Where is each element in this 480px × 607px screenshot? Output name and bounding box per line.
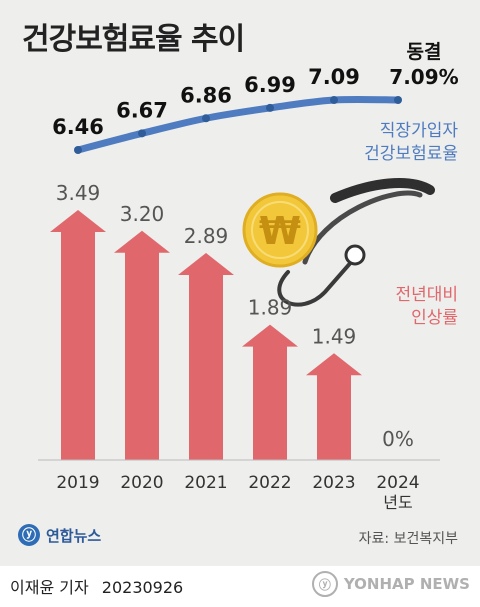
- yonhap-logo: ⓨ 연합뉴스: [18, 524, 101, 546]
- x-tick-label: 2022: [248, 473, 291, 493]
- rate-point-2020: [138, 129, 146, 138]
- yonhap-logo-icon: ⓨ: [18, 524, 40, 546]
- rate-point-2019: [74, 146, 82, 154]
- rate-point-2024: [394, 96, 402, 104]
- watermark-text: YONHAP NEWS: [343, 575, 470, 593]
- won-coin-icon: [242, 192, 318, 268]
- illustration: ₩: [242, 178, 435, 307]
- rate-value-label: 6.86: [180, 83, 232, 107]
- watermark: ⓨ YONHAP NEWS: [311, 571, 470, 597]
- bar-value-label: 1.89: [248, 296, 293, 320]
- stethoscope-tube: [277, 250, 362, 307]
- rate-legend-line-2: 건강보험료율: [364, 144, 458, 164]
- bar-arrow-2021: [178, 252, 234, 460]
- x-tick-label: 2024: [376, 473, 419, 493]
- x-axis-suffix: 년도: [383, 493, 412, 512]
- watermark-icon: ⓨ: [311, 571, 338, 597]
- bar-value-label: 3.20: [120, 202, 165, 226]
- rate-legend-line-1: 직장가입자: [379, 121, 458, 141]
- rate-legend: 직장가입자 건강보험료율: [364, 120, 458, 166]
- bar-2020: 3.20: [114, 202, 170, 460]
- bar-arrow-2023: [306, 353, 362, 460]
- chart-canvas: ₩ 3.49 3.20 2.89 1.89 1.49 0% 2019 2020 2021 202…: [38, 41, 459, 512]
- stethoscope-chestpiece: [344, 244, 366, 266]
- x-tick-label: 2019: [56, 473, 99, 493]
- bar-2023: 1.49: [306, 324, 362, 460]
- change-legend: 전년대비 인상률: [395, 284, 458, 330]
- chart-title: 건강보험료율 추이: [22, 22, 245, 57]
- bar-value-label: 3.49: [56, 181, 101, 205]
- byline: 이재윤 기자 20230926: [10, 574, 183, 598]
- rate-value-label: 7.09: [308, 65, 360, 89]
- bar-arrow-2022: [242, 324, 298, 460]
- change-legend-line-1: 전년대비: [395, 285, 458, 305]
- bar-2021: 2.89: [178, 224, 234, 460]
- bar-value-label: 0%: [382, 427, 414, 451]
- x-tick-label: 2020: [120, 473, 163, 493]
- source-note: 자료: 보건복지부: [358, 531, 458, 547]
- rate-value-label: 6.46: [52, 115, 104, 139]
- rate-point-2023: [330, 96, 338, 104]
- x-tick-label: 2023: [312, 473, 355, 493]
- stethoscope-icon: [330, 178, 435, 203]
- rate-value-label: 6.67: [116, 98, 168, 122]
- bar-value-label: 1.49: [312, 324, 357, 348]
- rate-point-2021: [202, 114, 210, 123]
- bar-value-label: 2.89: [184, 224, 229, 248]
- freeze-annotation: 동결: [407, 41, 442, 63]
- rate-line: [74, 95, 402, 154]
- coin-symbol: ₩: [259, 209, 301, 253]
- rate-value-label: 7.09%: [389, 65, 458, 89]
- bar-arrow-2020: [114, 230, 170, 460]
- bar-2019: 3.49: [50, 181, 106, 460]
- change-legend-line-2: 인상률: [411, 308, 458, 328]
- byline-date: 20230926: [101, 578, 184, 597]
- yonhap-logo-text: 연합뉴스: [46, 526, 102, 545]
- byline-author: 이재윤 기자: [10, 578, 89, 597]
- bar-2024: 0%: [382, 427, 414, 451]
- rate-value-label: 6.99: [244, 73, 296, 97]
- rate-point-2022: [266, 103, 274, 112]
- bar-arrow-2019: [50, 210, 106, 460]
- x-tick-label: 2021: [184, 473, 227, 493]
- bar-2022: 1.89: [242, 296, 298, 460]
